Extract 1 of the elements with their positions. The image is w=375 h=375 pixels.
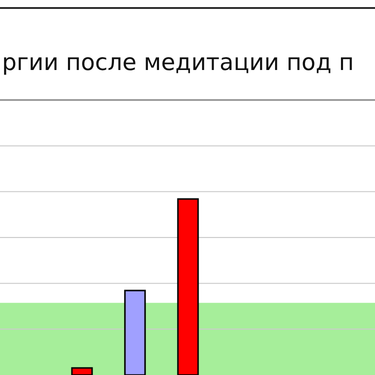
- chart-title: ргии после медитации под п: [2, 50, 354, 76]
